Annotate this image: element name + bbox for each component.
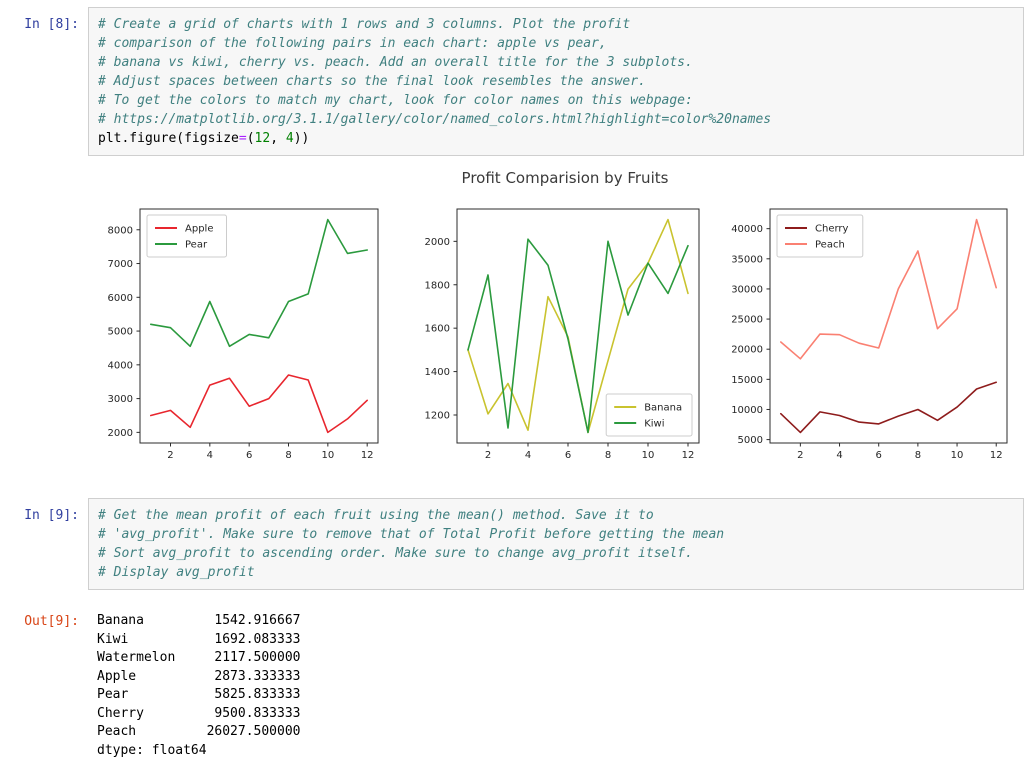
x-tick-label: 12 xyxy=(682,450,695,461)
y-tick-label: 30000 xyxy=(731,284,763,295)
y-tick-label: 2000 xyxy=(108,428,133,439)
out-series-text: Banana 1542.916667 Kiwi 1692.083333 Wate… xyxy=(97,613,301,758)
y-tick-label: 1400 xyxy=(425,367,450,378)
legend: Apple Pear xyxy=(146,214,227,258)
x-tick-label: 8 xyxy=(285,450,291,461)
y-tick-label: 4000 xyxy=(108,360,133,371)
subplot-3: 5000 10000 15000 20000 25000 30000 35000 40000 2… xyxy=(731,208,1008,461)
x-tick-label: 8 xyxy=(605,450,611,461)
legend-label: Cherry xyxy=(815,224,849,235)
y-tick-label: 2000 xyxy=(425,237,450,248)
legend: Banana Kiwi xyxy=(605,393,693,437)
output-cell-out9: Out[9]: Banana 1542.916667 Kiwi 1692.083… xyxy=(0,604,1024,760)
x-tick-label: 12 xyxy=(361,450,374,461)
jupyter-notebook-page: In [8]: # Create a grid of charts with 1… xyxy=(0,7,1024,767)
y-tick-label: 1200 xyxy=(425,410,450,421)
x-tick-label: 6 xyxy=(246,450,252,461)
y-tick-label: 7000 xyxy=(108,259,133,270)
out-prompt-9: Out[9]: xyxy=(24,614,79,629)
code-cell-in8: In [8]: # Create a grid of charts with 1… xyxy=(0,7,1024,156)
subplot-1: 2000 3000 4000 5000 6000 7000 8000 2 4 6 8 10 12 Appl… xyxy=(108,208,379,461)
y-tick-label: 3000 xyxy=(108,394,133,405)
legend-label: Banana xyxy=(644,403,682,414)
x-tick-label: 10 xyxy=(642,450,655,461)
in-prompt-8: In [8]: xyxy=(24,17,79,32)
figure-output-row: Profit Comparision by Fruits 2000 3000 4000… xyxy=(95,156,1024,486)
y-tick-label: 1800 xyxy=(425,280,450,291)
x-tick-label: 4 xyxy=(836,450,842,461)
legend: Cherry Peach xyxy=(776,214,864,258)
y-tick-label: 10000 xyxy=(731,405,763,416)
x-tick-label: 6 xyxy=(876,450,882,461)
y-tick-label: 35000 xyxy=(731,254,763,265)
figure-title: Profit Comparision by Fruits xyxy=(462,169,669,187)
y-tick-label: 40000 xyxy=(731,224,763,235)
line-series-kiwi xyxy=(467,238,689,434)
y-tick-label: 20000 xyxy=(731,345,763,356)
y-tick-label: 8000 xyxy=(108,225,133,236)
code-input-9[interactable]: # Get the mean profit of each fruit usin… xyxy=(88,498,1024,590)
x-tick-label: 12 xyxy=(990,450,1003,461)
y-tick-label: 15000 xyxy=(731,375,763,386)
y-tick-label: 25000 xyxy=(731,315,763,326)
subplot-2: 1200 1400 1600 1800 2000 2 4 6 8 10 12 Banana Kiwi xyxy=(425,208,700,461)
x-tick-label: 10 xyxy=(951,450,964,461)
x-tick-label: 4 xyxy=(207,450,213,461)
line-series-apple xyxy=(149,374,369,434)
line-series-peach xyxy=(779,218,998,360)
line-series-cherry xyxy=(779,381,998,434)
legend-label: Apple xyxy=(185,224,213,235)
legend-label: Peach xyxy=(815,240,845,251)
y-tick-label: 5000 xyxy=(738,435,763,446)
code-text-9[interactable]: # Get the mean profit of each fruit usin… xyxy=(98,508,725,580)
code-input-8[interactable]: # Create a grid of charts with 1 rows an… xyxy=(88,7,1024,156)
x-tick-label: 2 xyxy=(485,450,491,461)
x-tick-label: 2 xyxy=(167,450,173,461)
y-tick-label: 5000 xyxy=(108,327,133,338)
matplotlib-figure: Profit Comparision by Fruits 2000 3000 4000… xyxy=(108,169,1008,461)
x-tick-label: 6 xyxy=(565,450,571,461)
x-tick-label: 4 xyxy=(525,450,531,461)
x-tick-label: 2 xyxy=(797,450,803,461)
in-prompt-9: In [9]: xyxy=(24,508,79,523)
code-text-8[interactable]: # Create a grid of charts with 1 rows an… xyxy=(98,17,772,146)
legend-label: Pear xyxy=(185,240,208,251)
line-series-pear xyxy=(149,218,369,348)
x-tick-label: 10 xyxy=(321,450,334,461)
y-tick-label: 6000 xyxy=(108,293,133,304)
svg-text:Profit Comparision by Fruits: Profit Comparision by Fruits xyxy=(462,169,669,187)
legend-label: Kiwi xyxy=(644,419,664,430)
x-tick-label: 8 xyxy=(915,450,921,461)
y-tick-label: 1600 xyxy=(425,324,450,335)
code-cell-in9: In [9]: # Get the mean profit of each fr… xyxy=(0,498,1024,590)
